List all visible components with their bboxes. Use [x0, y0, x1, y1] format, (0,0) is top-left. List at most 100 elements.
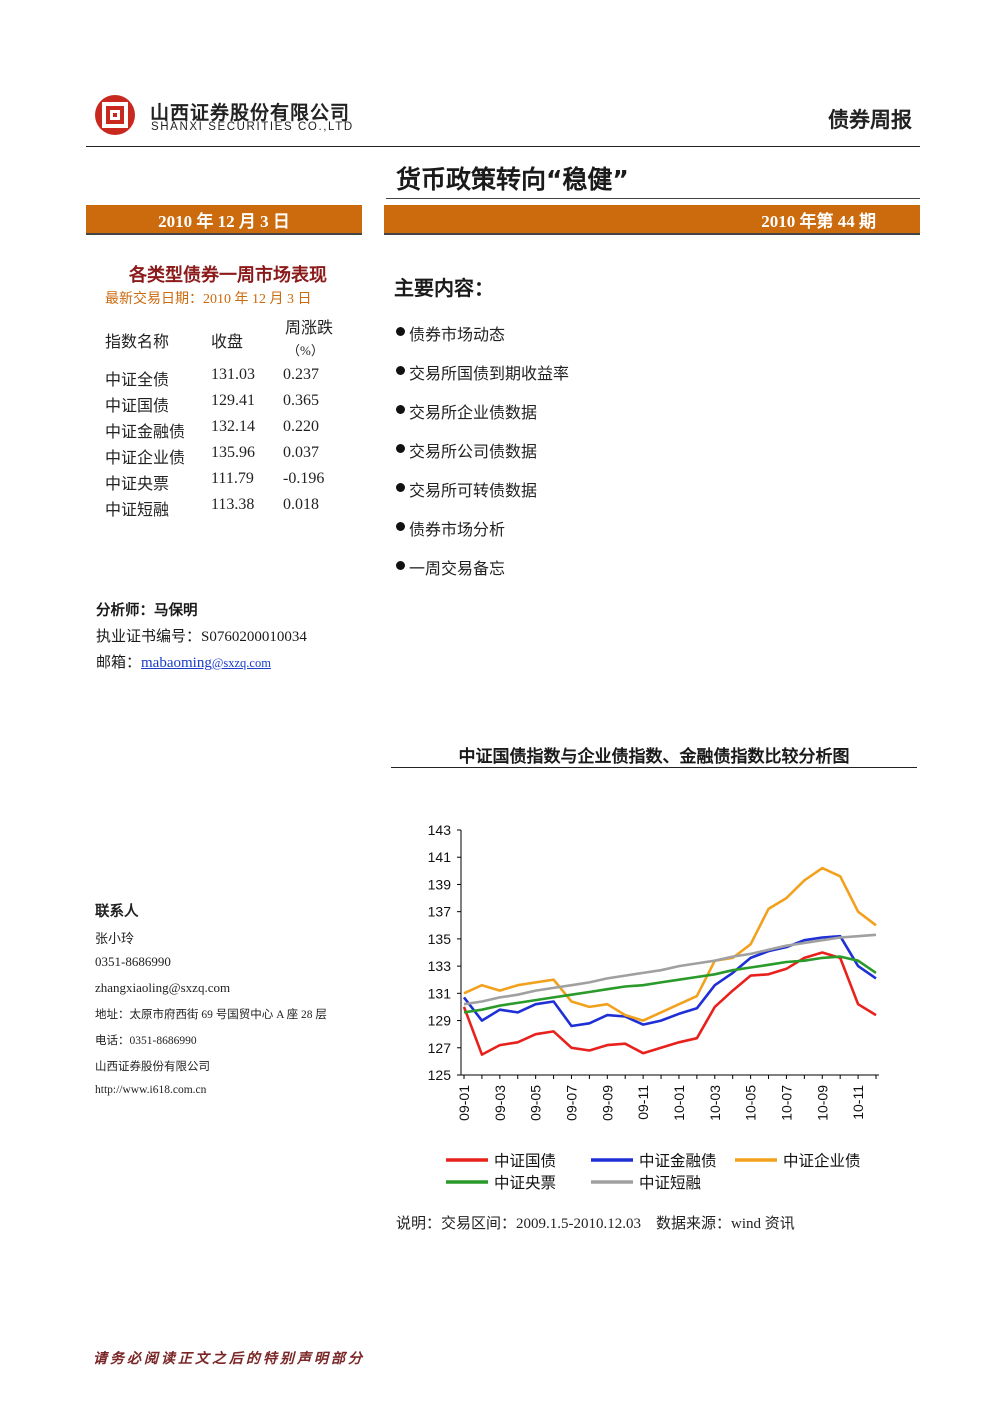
contact-email: zhangxiaoling@sxzq.com	[95, 980, 231, 995]
legend-label: 中证金融债	[639, 1152, 717, 1170]
contact-label: 联系人	[95, 904, 139, 920]
index-name: 中证金融债	[105, 424, 186, 441]
x-tick-label: 10-09	[814, 1085, 830, 1121]
bullet-icon	[396, 444, 405, 453]
index-close: 129.41	[211, 392, 255, 409]
latest-trade-date: 最新交易日期：2010 年 12 月 3 日	[105, 292, 312, 307]
market-table: 指数名称 收盘 周涨跌 （%） 中证全债 131.03 0.237 中证国债 129.…	[105, 314, 345, 522]
contents-item-label: 一周交易备忘	[409, 559, 506, 578]
y-tick-label: 125	[428, 1067, 452, 1083]
col-header-close: 收盘	[211, 334, 244, 351]
analyst-email-link[interactable]: mabaoming@sxzq.com	[141, 655, 271, 671]
bond-index-line-chart: 125 127 129 131 133 135 137 139 141 143 09-01 09-03…	[428, 822, 879, 1192]
col-header-change: 周涨跌	[285, 320, 334, 337]
contents-item-label: 交易所国债到期收益率	[409, 364, 570, 383]
x-tick-label: 10-11	[850, 1085, 866, 1120]
legend-label: 中证企业债	[783, 1152, 861, 1170]
analyst-name: 分析师：马保明	[96, 603, 198, 619]
legend-label: 中证央票	[494, 1174, 556, 1192]
contents-item-label: 交易所可转债数据	[409, 481, 538, 500]
market-table-header: 指数名称 收盘 周涨跌 （%）	[105, 314, 345, 366]
company-name-en: SHANXI SECURITIES CO.,LTD	[151, 121, 354, 133]
chart-note: 说明：交易区间：2009.1.5-2010.12.03 数据来源：wind 资讯	[396, 1216, 795, 1232]
table-row: 中证企业债 135.96 0.037	[105, 444, 345, 470]
series-line	[463, 866, 877, 1022]
email-label: 邮箱：	[96, 655, 142, 671]
series-line	[463, 933, 877, 1006]
series-line	[462, 934, 877, 1028]
contents-item-label: 债券市场动态	[409, 325, 506, 344]
index-change: 0.220	[283, 418, 319, 435]
index-close: 111.79	[211, 470, 254, 487]
analyst-info: 分析师：马保明 执业证书编号：S0760200010034 邮箱：mabaomi…	[96, 598, 307, 676]
x-tick-label: 10-07	[778, 1085, 794, 1121]
bullet-icon	[396, 366, 405, 375]
contents-item: 交易所企业债数据	[396, 399, 569, 438]
x-tick-label: 09-11	[635, 1085, 651, 1120]
legend-label: 中证短融	[639, 1174, 701, 1192]
contents-item: 债券市场动态	[396, 321, 569, 360]
email-user: mabaoming	[141, 655, 212, 671]
index-name: 中证短融	[105, 502, 170, 519]
y-tick-label: 127	[428, 1040, 452, 1056]
contact-company: 山西证券股份有限公司	[95, 1061, 210, 1073]
contents-item-label: 交易所企业债数据	[409, 403, 538, 422]
contents-item: 一周交易备忘	[396, 555, 569, 594]
y-tick-label: 129	[428, 1013, 452, 1029]
index-name: 中证国债	[105, 398, 170, 415]
market-panel-title: 各类型债券一周市场表现	[129, 265, 327, 286]
legend-label: 中证国债	[494, 1152, 556, 1170]
contents-item-label: 交易所公司债数据	[409, 442, 538, 461]
x-tick-label: 10-03	[707, 1085, 723, 1121]
table-row: 中证短融 113.38 0.018	[105, 496, 345, 522]
y-tick-label: 131	[428, 985, 452, 1001]
chart-title: 中证国债指数与企业债指数、金融债指数比较分析图	[458, 747, 850, 767]
company-logo	[95, 95, 135, 135]
bullet-icon	[396, 522, 405, 531]
bullet-icon	[396, 483, 405, 492]
contact-tel: 电话：0351-8686990	[95, 1035, 197, 1047]
contents-item: 债券市场分析	[396, 516, 569, 555]
contents-item: 交易所公司债数据	[396, 438, 569, 477]
x-tick-label: 09-09	[599, 1085, 615, 1121]
index-close: 131.03	[211, 366, 255, 383]
y-tick-label: 133	[428, 958, 452, 974]
date-bar: 2010 年 12 月 3 日	[86, 205, 362, 235]
footer-disclaimer: 请务必阅读正文之后的特别声明部分	[93, 1351, 365, 1367]
index-close: 135.96	[211, 444, 255, 461]
x-tick-label: 09-03	[492, 1085, 508, 1121]
contents-item: 交易所国债到期收益率	[396, 360, 569, 399]
table-row: 中证全债 131.03 0.237	[105, 366, 345, 392]
report-type: 债券周报	[828, 108, 912, 132]
analyst-email-line: 邮箱：mabaoming@sxzq.com	[96, 650, 307, 676]
series-line	[462, 951, 877, 1056]
contact-address: 地址：太原市府西街 69 号国贸中心 A 座 28 层	[95, 1009, 327, 1021]
report-date: 2010 年 12 月 3 日	[158, 212, 290, 231]
contents-list: 债券市场动态 交易所国债到期收益率 交易所企业债数据 交易所公司债数据 交易所可…	[396, 321, 569, 594]
contact-phone: 0351-8686990	[95, 954, 171, 969]
index-change: 0.237	[283, 366, 319, 383]
chart-title-divider	[391, 767, 917, 768]
issue-number: 2010 年第 44 期	[761, 212, 876, 231]
x-tick-label: 10-01	[671, 1085, 687, 1121]
index-name: 中证企业债	[105, 450, 186, 467]
email-domain: @sxzq.com	[211, 656, 271, 670]
y-tick-label: 135	[428, 931, 452, 947]
contents-item-label: 债券市场分析	[409, 520, 506, 539]
analyst-cert: 执业证书编号：S0760200010034	[96, 629, 307, 645]
bullet-icon	[396, 561, 405, 570]
contact-info: 联系人 张小玲 0351-8686990 zhangxiaoling@sxzq.…	[95, 900, 327, 1110]
contents-item: 交易所可转债数据	[396, 477, 569, 516]
col-header-change-unit: （%）	[287, 343, 324, 358]
col-header-name: 指数名称	[105, 334, 170, 351]
table-row: 中证国债 129.41 0.365	[105, 392, 345, 418]
bullet-icon	[396, 327, 405, 336]
x-tick-label: 09-05	[528, 1085, 544, 1121]
series-line	[463, 955, 877, 1014]
contact-name: 张小玲	[95, 931, 135, 946]
index-close: 113.38	[211, 496, 255, 513]
index-change: 0.365	[283, 392, 319, 409]
x-tick-label: 10-05	[743, 1085, 759, 1121]
report-title: 货币政策转向“稳健”	[396, 165, 629, 194]
x-tick-label: 09-01	[456, 1085, 472, 1121]
